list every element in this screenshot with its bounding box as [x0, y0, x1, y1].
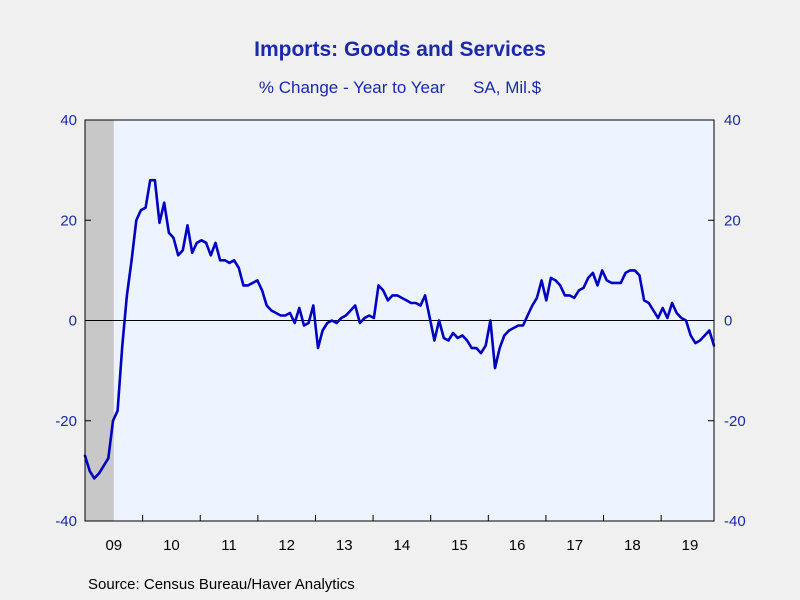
y-tick-label-left: 0	[69, 313, 77, 330]
x-tick-label: 17	[566, 537, 583, 554]
y-tick-label-right: 40	[724, 112, 741, 129]
x-tick-label: 15	[451, 537, 468, 554]
x-tick-label: 11	[221, 537, 237, 554]
x-tick-label: 12	[278, 537, 295, 554]
x-tick-label: 18	[624, 537, 641, 554]
y-tick-label-left: 20	[60, 212, 77, 229]
x-tick-label: 13	[336, 537, 353, 554]
y-tick-label-left: 40	[60, 112, 77, 129]
x-tick-label: 10	[163, 537, 180, 554]
subtitle-measure: % Change - Year to Year	[258, 78, 446, 97]
y-tick-label-right: 0	[724, 313, 732, 330]
y-tick-label-right: -20	[724, 413, 746, 430]
y-tick-label-left: -20	[55, 413, 77, 430]
subtitle-units: SA, Mil.$	[473, 78, 542, 97]
y-tick-label-right: 20	[724, 212, 741, 229]
chart-subtitle: % Change - Year to Year SA, Mil.$	[0, 78, 800, 98]
chart-title: Imports: Goods and Services	[254, 38, 546, 61]
x-tick-label: 19	[682, 537, 699, 554]
chart-source: Source: Census Bureau/Haver Analytics	[88, 576, 355, 593]
y-tick-label-left: -40	[55, 513, 77, 530]
x-tick-label: 14	[394, 537, 411, 554]
x-tick-label: 09	[105, 537, 122, 554]
x-tick-label: 16	[509, 537, 526, 554]
series-line	[83, 178, 716, 480]
y-tick-label-right: -40	[724, 513, 746, 530]
